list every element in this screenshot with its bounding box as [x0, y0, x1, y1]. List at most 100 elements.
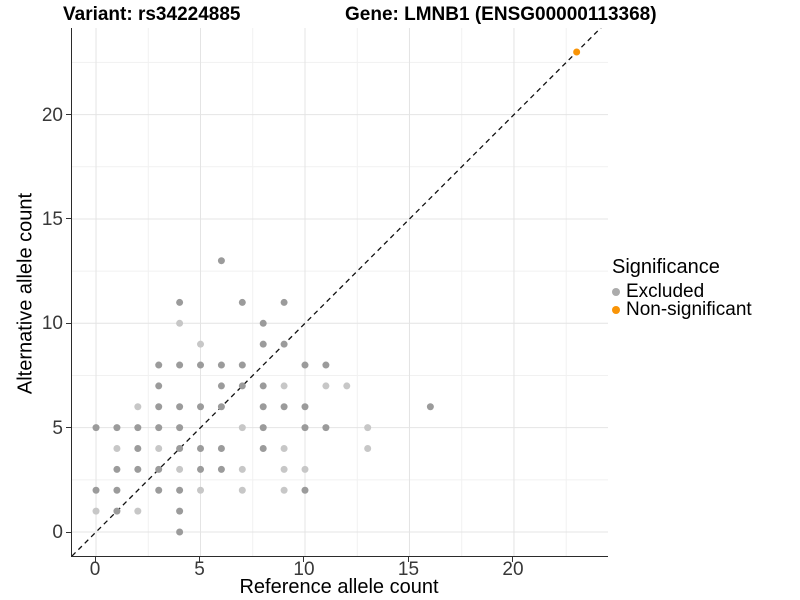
x-tick-label: 0	[89, 559, 101, 580]
x-tick-label: 20	[502, 559, 524, 580]
data-point-excluded	[176, 445, 184, 453]
data-point-excluded	[155, 424, 163, 432]
data-point-excluded	[217, 382, 225, 390]
y-tick-mark	[66, 218, 71, 220]
identity-dashed-line	[72, 28, 602, 556]
data-point-excluded	[197, 361, 205, 369]
data-point-excluded	[301, 424, 309, 432]
plot-panel	[71, 28, 608, 557]
data-point-excluded	[238, 465, 246, 473]
data-point-excluded	[238, 486, 246, 494]
data-point-excluded	[155, 445, 163, 453]
data-point-excluded	[176, 361, 184, 369]
data-point-excluded	[134, 403, 142, 411]
legend-label-excluded: Excluded	[626, 280, 705, 302]
data-point-excluded	[217, 445, 225, 453]
data-point-excluded	[176, 528, 184, 536]
y-tick-label: 10	[41, 313, 63, 335]
legend: Significance Excluded Non-significant	[612, 256, 798, 320]
data-point-excluded	[134, 465, 142, 473]
plot-title-gene: Gene: LMNB1 (ENSG00000113368)	[345, 4, 657, 25]
data-point-excluded	[197, 465, 205, 473]
data-point-excluded	[259, 424, 267, 432]
y-tick-mark	[66, 114, 71, 116]
y-tick-label: 0	[52, 522, 63, 543]
data-point-excluded	[176, 465, 184, 473]
data-point-excluded	[259, 340, 267, 348]
legend-title: Significance	[612, 256, 720, 278]
data-point-excluded	[155, 382, 163, 390]
data-point-excluded	[259, 319, 267, 327]
plot-canvas	[72, 28, 608, 556]
data-point-excluded	[364, 445, 372, 453]
data-point-excluded	[155, 403, 163, 411]
non-significant-key-dot-icon	[612, 305, 620, 314]
data-point-excluded	[343, 382, 351, 390]
data-point-excluded	[426, 403, 434, 411]
legend-label-non-significant: Non-significant	[626, 298, 752, 320]
data-point-excluded	[322, 424, 330, 432]
legend-item-non-significant: Non-significant	[612, 298, 798, 320]
x-axis-title: Reference allele count	[239, 576, 439, 598]
data-point-excluded	[217, 465, 225, 473]
data-point-excluded	[217, 403, 225, 411]
x-tick-label: 5	[194, 559, 205, 580]
data-point-excluded	[113, 507, 121, 515]
data-point-excluded	[113, 424, 121, 432]
data-point-excluded	[92, 486, 100, 494]
data-point-excluded	[280, 403, 288, 411]
x-tick-mark	[512, 557, 514, 562]
x-tick-mark	[94, 557, 96, 562]
data-point-excluded	[259, 445, 267, 453]
data-point-excluded	[259, 382, 267, 390]
data-point-excluded	[113, 465, 121, 473]
data-point-excluded	[364, 424, 372, 432]
data-point-excluded	[280, 298, 288, 306]
data-point-excluded	[176, 424, 184, 432]
data-point-excluded	[322, 382, 330, 390]
data-point-excluded	[197, 403, 205, 411]
data-point-excluded	[301, 486, 309, 494]
data-point-excluded	[280, 382, 288, 390]
y-tick-label: 20	[41, 104, 63, 126]
data-point-excluded	[301, 403, 309, 411]
data-point-excluded	[155, 465, 163, 473]
data-point-excluded	[238, 382, 246, 390]
data-point-excluded	[134, 424, 142, 432]
data-point-excluded	[280, 465, 288, 473]
data-point-excluded	[301, 361, 309, 369]
data-point-excluded	[155, 486, 163, 494]
x-tick-mark	[303, 557, 305, 562]
legend-item-excluded: Excluded	[612, 280, 798, 302]
data-point-excluded	[259, 403, 267, 411]
y-tick-mark	[66, 427, 71, 429]
data-point-excluded	[176, 507, 184, 515]
data-point-excluded	[217, 361, 225, 369]
x-tick-label: 15	[397, 559, 420, 580]
data-point-excluded	[176, 319, 184, 327]
data-point-excluded	[134, 445, 142, 453]
data-point-excluded	[155, 361, 163, 369]
excluded-key-dot-icon	[612, 287, 620, 296]
plot-title-variant: Variant: rs34224885	[63, 4, 241, 25]
x-tick-mark	[407, 557, 409, 562]
data-point-excluded	[238, 424, 246, 432]
data-point-excluded	[113, 486, 121, 494]
data-point-excluded	[176, 298, 184, 306]
y-tick-label: 15	[41, 208, 63, 230]
y-axis-title: Alternative allele count	[14, 192, 37, 395]
data-point-excluded	[197, 445, 205, 453]
x-tick-mark	[199, 557, 200, 562]
data-point-excluded	[280, 340, 288, 348]
data-point-excluded	[238, 298, 246, 306]
data-point-excluded	[176, 403, 184, 411]
data-point-excluded	[176, 486, 184, 494]
data-point-excluded	[92, 424, 100, 432]
data-point-excluded	[197, 340, 205, 348]
data-point-excluded	[197, 486, 205, 494]
data-point-excluded	[238, 361, 246, 369]
data-point-excluded	[301, 465, 309, 473]
data-point-excluded	[134, 507, 142, 515]
data-point-excluded	[280, 486, 288, 494]
